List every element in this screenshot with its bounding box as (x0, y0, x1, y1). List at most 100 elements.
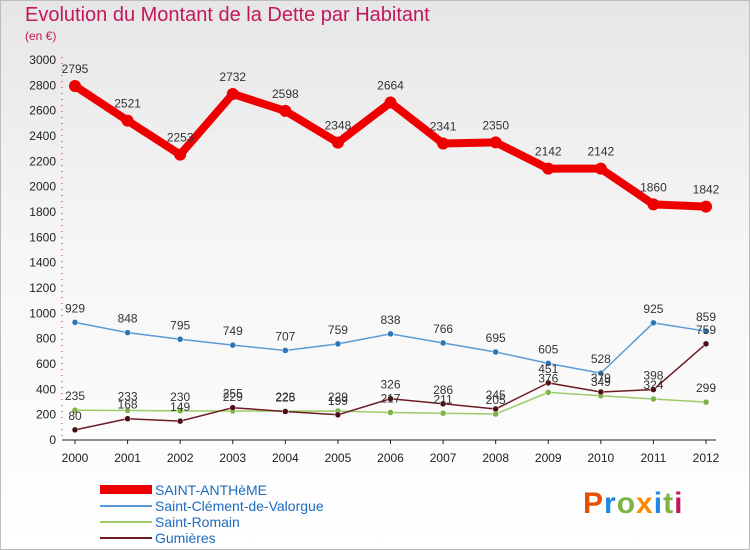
data-label: 2350 (482, 118, 509, 132)
legend-label: Saint-Romain (155, 514, 240, 530)
data-label: 205 (486, 393, 506, 407)
data-point (176, 417, 184, 425)
data-point (229, 404, 236, 411)
data-point (279, 104, 292, 117)
data-point (174, 148, 187, 161)
data-point (439, 410, 447, 417)
x-tick-label: 2011 (641, 451, 667, 465)
data-point (597, 388, 605, 396)
chart-subtitle: (en €) (25, 29, 57, 43)
data-label: 451 (538, 362, 558, 376)
data-point (124, 415, 131, 422)
brand-letter: P (583, 487, 605, 520)
x-tick-label: 2000 (62, 451, 89, 465)
data-label: 199 (328, 394, 348, 408)
y-tick-label: 2200 (29, 154, 56, 168)
data-point (334, 340, 342, 348)
brand-letter: o (616, 487, 637, 520)
brand-letter: x (636, 487, 654, 520)
data-point (229, 341, 236, 349)
data-label: 707 (275, 329, 295, 343)
y-tick-label: 2800 (29, 78, 56, 92)
data-label: 528 (591, 352, 611, 366)
data-label: 326 (380, 378, 400, 392)
data-label: 299 (696, 381, 716, 395)
data-point (387, 330, 394, 338)
x-tick-label: 2007 (430, 451, 457, 465)
data-point (439, 400, 447, 408)
x-tick-label: 2012 (693, 451, 720, 465)
data-label: 398 (643, 369, 663, 383)
data-label: 2664 (377, 79, 404, 93)
data-label: 929 (65, 301, 85, 315)
y-tick-label: 1000 (29, 306, 56, 320)
data-label: 255 (223, 387, 243, 401)
data-label: 1842 (693, 183, 720, 197)
data-label: 925 (643, 302, 663, 316)
y-tick-label: 3000 (29, 53, 56, 67)
data-label: 838 (380, 313, 400, 327)
x-tick-label: 2002 (167, 451, 194, 465)
data-point (71, 319, 79, 326)
brand-logo: Proxiti (583, 487, 683, 521)
data-label: 766 (433, 322, 453, 336)
data-label: 759 (328, 323, 348, 337)
data-label: 376 (538, 371, 558, 385)
data-point (71, 406, 79, 414)
y-tick-label: 1400 (29, 256, 56, 270)
data-point (226, 87, 239, 100)
brand-letter: r (604, 487, 617, 520)
data-label: 795 (170, 318, 190, 332)
data-point (650, 319, 657, 327)
y-tick-label: 400 (36, 382, 56, 396)
data-label: 80 (68, 409, 82, 423)
x-tick-label: 2009 (535, 451, 562, 465)
data-label: 245 (486, 388, 506, 402)
data-label: 2341 (430, 119, 457, 133)
data-point (387, 409, 394, 416)
data-label: 229 (328, 390, 348, 404)
legend-label: Saint-Clément-de-Valorgue (155, 498, 324, 514)
data-label: 149 (170, 400, 190, 414)
y-tick-label: 800 (36, 332, 56, 346)
y-tick-label: 200 (36, 408, 56, 422)
x-tick-label: 2008 (482, 451, 509, 465)
x-tick-label: 2004 (272, 451, 299, 465)
legend-swatch (100, 537, 152, 539)
data-point (331, 136, 344, 149)
data-point (492, 348, 499, 356)
data-point (597, 369, 605, 377)
data-point (437, 137, 450, 150)
y-tick-label: 2400 (29, 129, 56, 143)
data-point (384, 96, 397, 109)
data-label: 2521 (114, 97, 141, 111)
data-label: 848 (118, 312, 138, 326)
data-point (702, 340, 710, 348)
legend-label: SAINT-ANTHèME (155, 482, 268, 498)
data-label: 229 (223, 390, 243, 404)
data-label: 168 (118, 398, 138, 412)
data-point (124, 329, 131, 336)
data-point (545, 389, 552, 396)
y-tick-label: 1600 (29, 230, 56, 244)
data-label: 349 (591, 375, 611, 389)
chart-title: Evolution du Montant de la Dette par Hab… (25, 4, 430, 26)
data-point (594, 162, 607, 175)
data-label: 230 (170, 390, 190, 404)
data-label: 2142 (535, 145, 562, 159)
data-label: 759 (696, 323, 716, 337)
data-label: 2598 (272, 87, 299, 101)
data-label: 211 (434, 392, 453, 406)
data-point (702, 398, 710, 406)
data-point (492, 405, 499, 413)
y-tick-label: 0 (49, 433, 56, 447)
data-label: 228 (275, 390, 295, 404)
x-tick-label: 2001 (114, 451, 141, 465)
data-label: 2795 (62, 62, 89, 76)
data-point (647, 198, 660, 211)
data-point (282, 408, 289, 415)
x-tick-label: 2005 (325, 451, 352, 465)
data-point (650, 395, 657, 403)
brand-letter: t (663, 487, 675, 520)
